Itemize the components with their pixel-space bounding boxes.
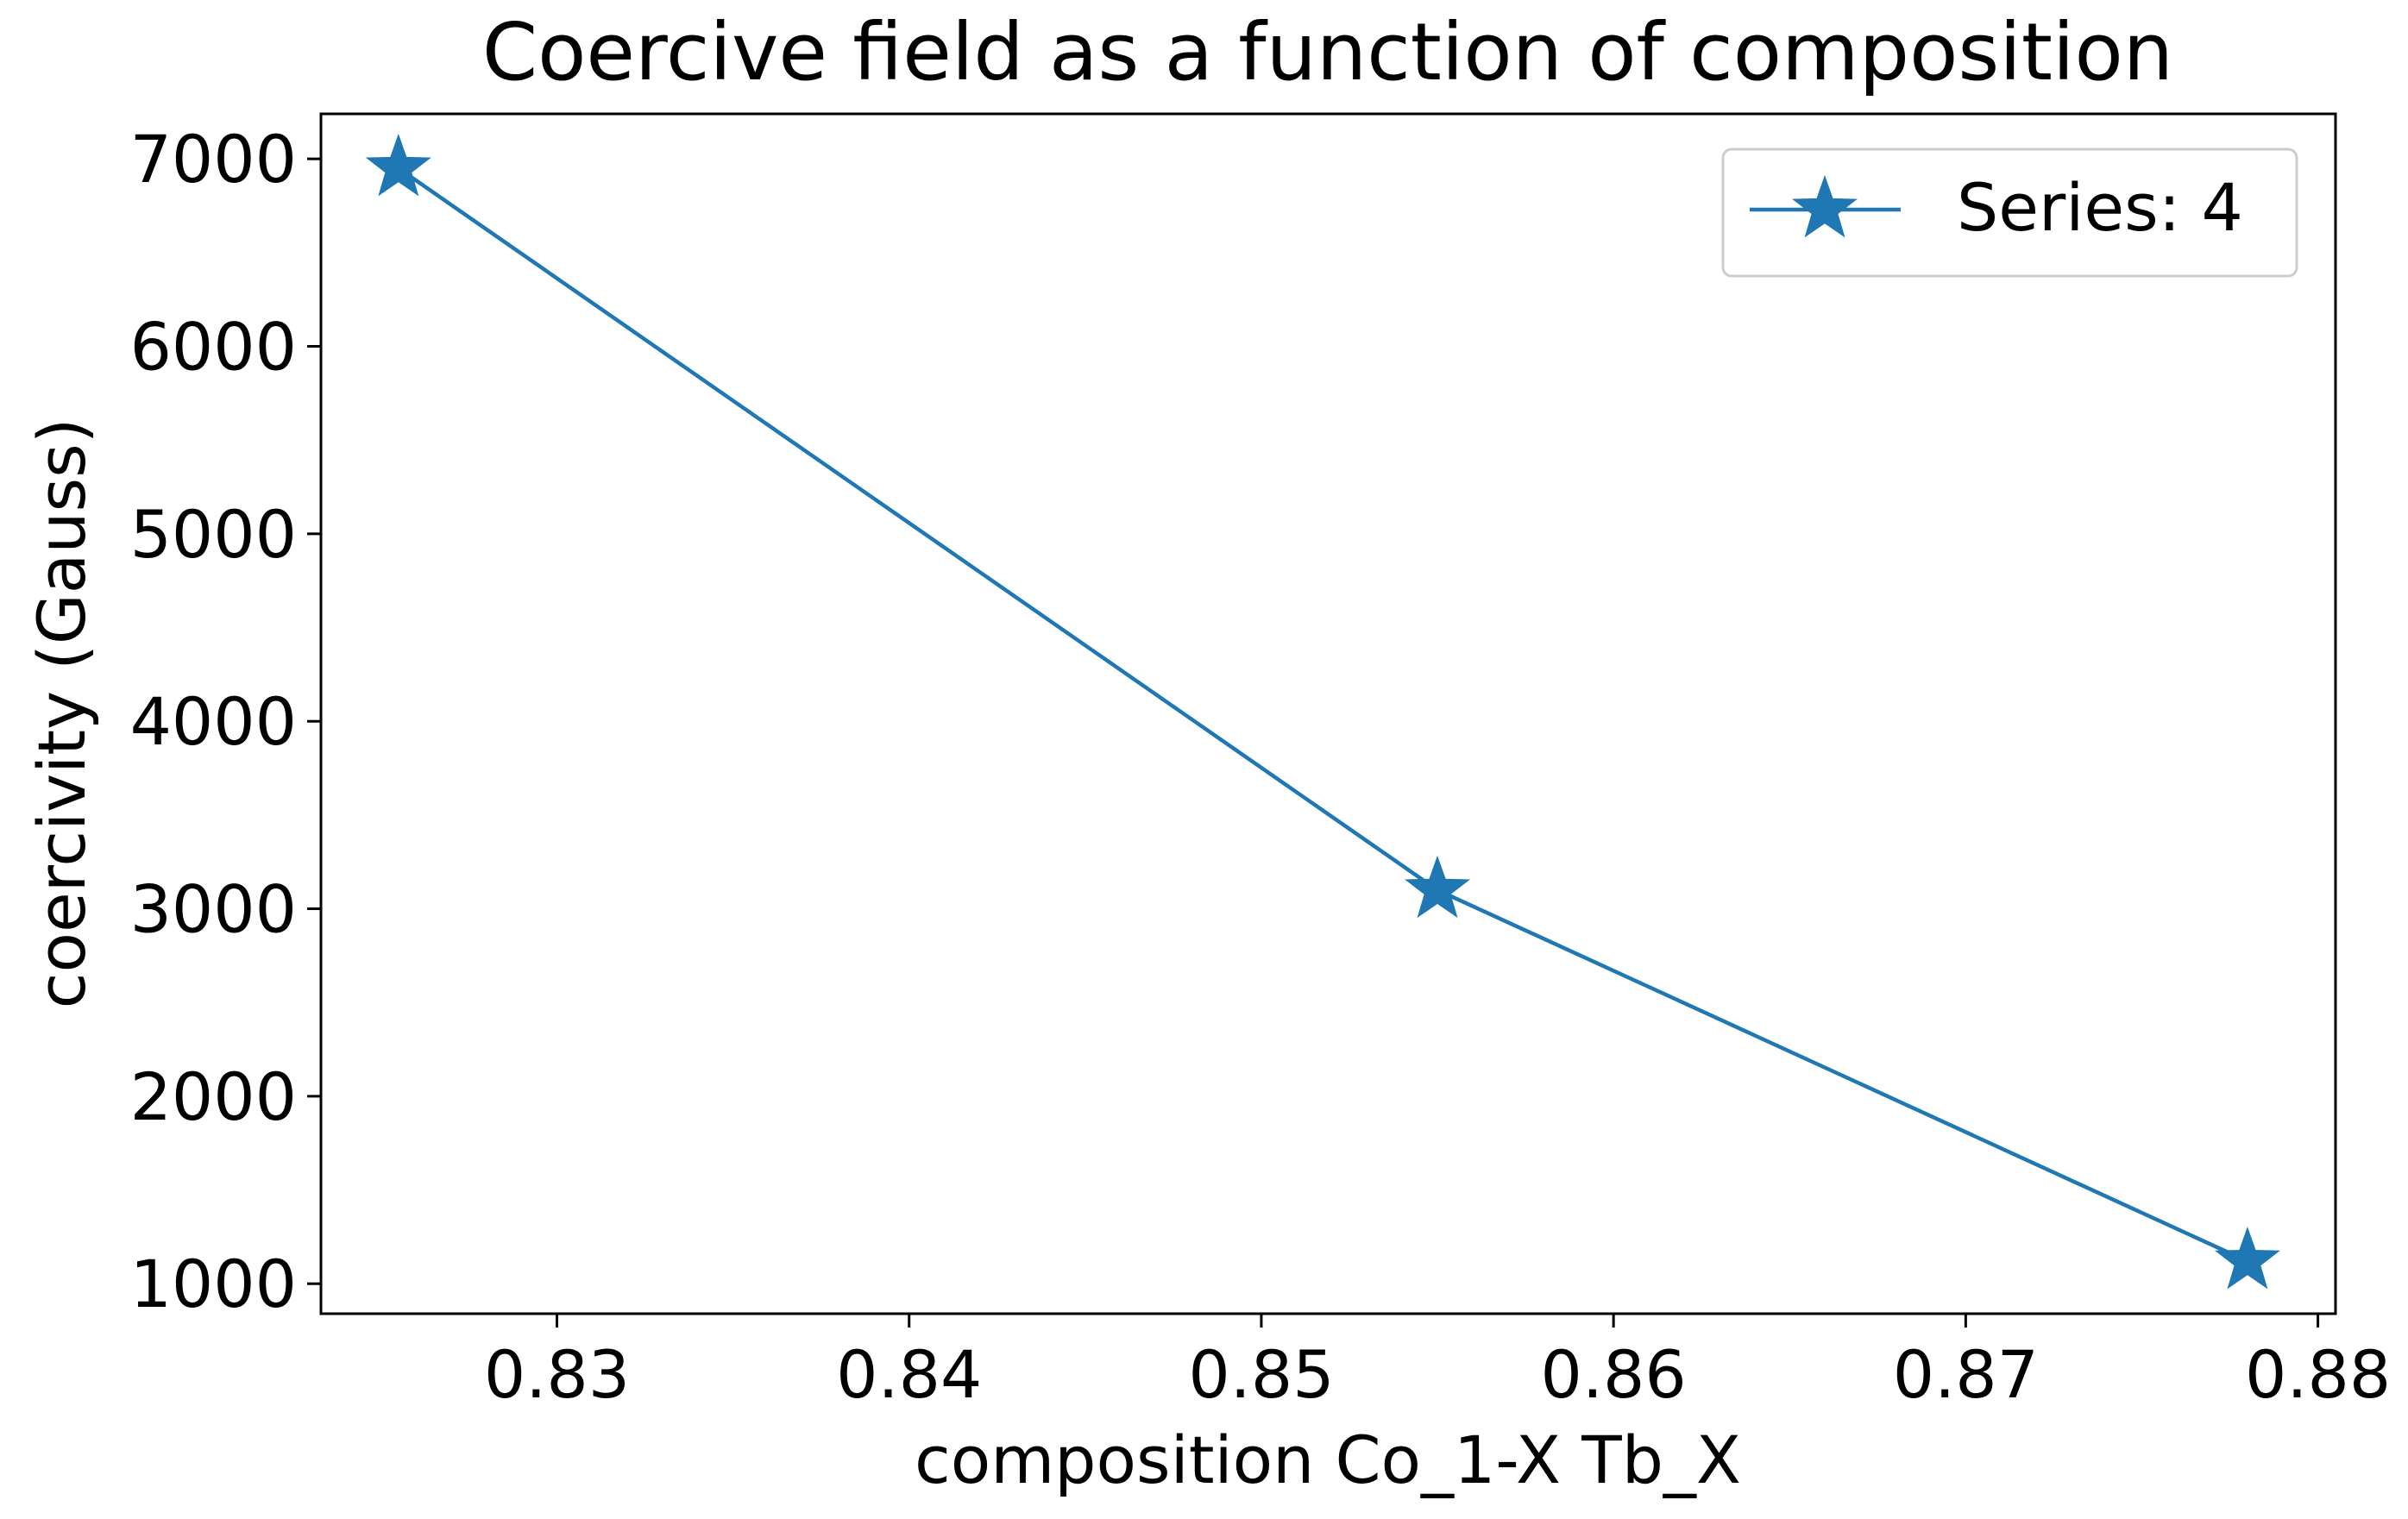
legend-star-marker [1791,174,1858,238]
y-axis-label: coercivity (Gauss) [23,418,100,1009]
y-tick-label: 1000 [130,1246,297,1322]
legend-label: Series: 4 [1957,169,2243,246]
x-axis-label: composition Co_1-X Tb_X [915,1422,1741,1498]
x-axis: 0.83 0.84 0.85 0.86 0.87 0.88 [484,1314,2391,1413]
y-tick-label: 7000 [130,121,297,198]
x-tick-label: 0.88 [2245,1336,2391,1413]
y-tick-label: 6000 [130,309,297,386]
chart-title: Coercive field as a function of composit… [482,6,2173,98]
plot-area [365,133,2280,1290]
data-point-star [365,133,431,197]
y-tick-label: 2000 [130,1058,297,1135]
plot-frame [319,112,2337,1315]
x-tick-label: 0.85 [1188,1336,1334,1413]
y-axis: 1000 2000 3000 4000 5000 6000 7000 [130,121,321,1322]
x-tick-label: 0.86 [1541,1336,1687,1413]
data-point-star [2214,1227,2280,1290]
data-point-star [1405,855,1471,919]
y-tick-label: 5000 [130,496,297,573]
y-tick-label: 4000 [130,683,297,760]
x-tick-label: 0.83 [484,1336,630,1413]
legend-box [1721,148,2298,278]
x-tick-label: 0.84 [836,1336,982,1413]
x-tick-label: 0.87 [1893,1336,2039,1413]
legend: Series: 4 [1721,148,2298,278]
y-tick-label: 3000 [130,871,297,948]
